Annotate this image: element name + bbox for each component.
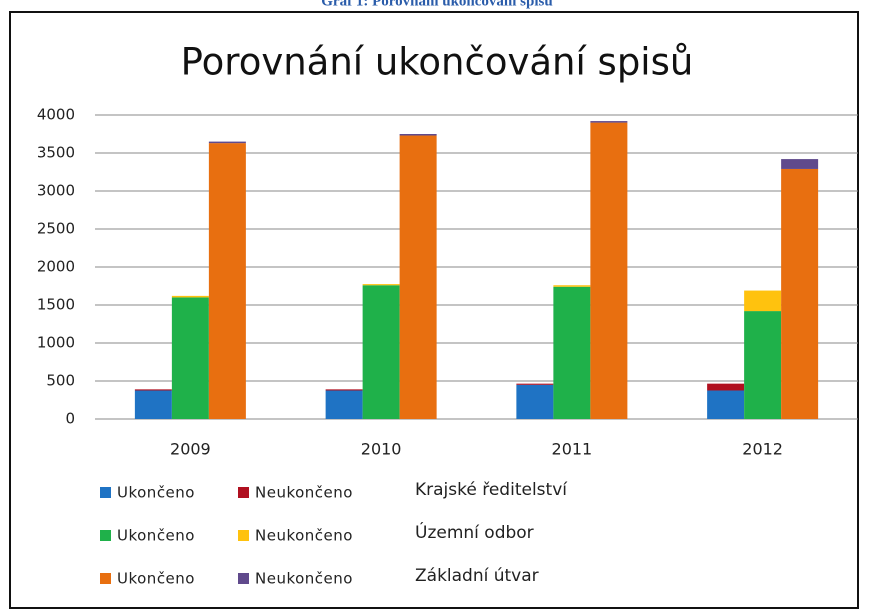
caption: Graf 1: Porovnání ukončování spisů [321,0,552,9]
legend-group-label: Základní útvar [415,566,539,586]
y-tick-label: 1500 [37,296,75,314]
chart-title: Porovnání ukončování spisů [181,41,694,84]
bar-segment [781,159,819,169]
legend-swatch [100,487,111,498]
y-tick-label: 500 [46,372,75,390]
y-tick-label: 1000 [37,334,75,352]
bar-segment [744,290,782,312]
y-tick-label: 2000 [37,258,75,276]
bar-segment [208,143,246,419]
legend-group-label: Územní odbor [415,521,534,543]
x-tick-label: 2011 [552,440,593,459]
legend-label: Neukončeno [255,527,353,545]
bar-segment [171,297,209,419]
bar-segment [553,285,591,287]
bar-segment [590,122,628,419]
y-tick-label: 3000 [37,182,75,200]
bar-segment [516,384,554,419]
legend-group-label: Krajské ředitelství [415,480,568,500]
bar-segment [362,284,400,286]
legend-swatch [100,530,111,541]
bar-segment [171,295,209,298]
bar-segment [516,383,554,385]
y-tick-label: 3500 [37,144,75,162]
bar-segment [134,389,172,391]
legend-label: Neukončeno [255,484,353,502]
x-tick-label: 2012 [742,440,783,459]
bar-segment [208,141,246,144]
bar-segment [590,121,628,123]
bar-segment [399,135,437,419]
bar-segment [325,389,363,391]
legend-label: Ukončeno [117,484,195,502]
legend-label: Neukončeno [255,570,353,588]
legend-swatch [238,487,249,498]
y-tick-label: 2500 [37,220,75,238]
bar-segment [399,134,437,136]
x-tick-label: 2009 [170,440,211,459]
bar-segment [362,285,400,419]
x-tick-label: 2010 [361,440,402,459]
y-tick-label: 4000 [37,106,75,124]
y-tick-label: 0 [65,410,75,428]
bar-segment [744,311,782,419]
chart-frame [9,11,859,609]
legend-swatch [100,573,111,584]
bar-segment [707,390,745,419]
legend-label: Ukončeno [117,570,195,588]
bar-segment [325,390,363,419]
bar-segment [134,390,172,419]
bar-segment [553,286,591,419]
legend-swatch [238,530,249,541]
bar-segment [781,168,819,419]
legend-label: Ukončeno [117,527,195,545]
bar-segment [707,383,745,391]
legend-swatch [238,573,249,584]
